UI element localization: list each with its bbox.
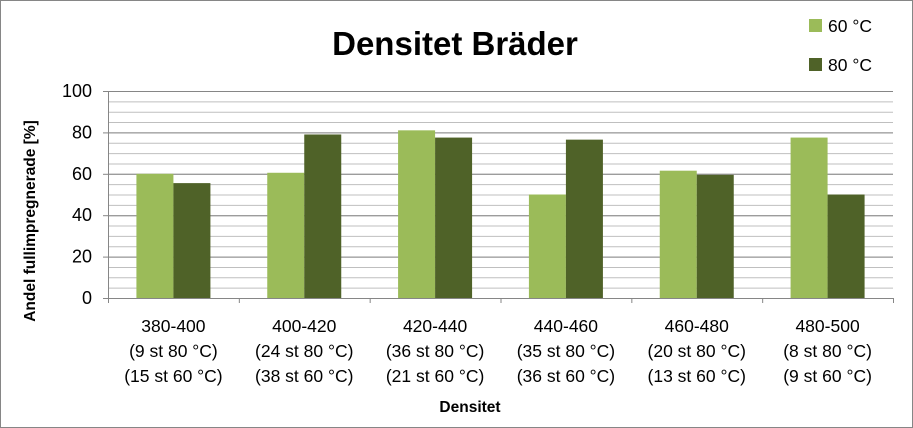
y-tick-label: 20 [72, 247, 92, 267]
x-category-label: (36 st 80 °C) [386, 341, 484, 361]
x-category-label: (38 st 60 °C) [255, 366, 353, 386]
x-category-label: 440-460 [534, 316, 598, 336]
x-axis-title: Densitet [439, 399, 500, 416]
y-tick-label: 0 [82, 288, 92, 308]
chart-title: Densitet Bräder [332, 25, 578, 62]
bar-60c-3 [398, 130, 436, 298]
gridlines [108, 91, 893, 299]
y-tick-labels: 0 20 40 60 80 100 [62, 81, 92, 308]
legend-label-80c: 80 °C [828, 55, 872, 75]
bar-60c-6 [790, 137, 828, 298]
bar-60c-2 [267, 172, 305, 298]
bar-80c-5 [696, 174, 734, 298]
x-category-label: 380-400 [141, 316, 205, 336]
x-category-label: (36 st 60 °C) [517, 366, 615, 386]
bar-80c-6 [827, 194, 865, 298]
bar-60c-1 [136, 173, 174, 298]
bars [136, 130, 865, 298]
x-category-label: (13 st 60 °C) [648, 366, 746, 386]
y-axis-title: Andel fullimpregnerade [%] [22, 120, 39, 322]
x-category-label: 480-500 [795, 316, 859, 336]
bar-80c-3 [435, 137, 473, 298]
x-category-label: (35 st 80 °C) [517, 341, 615, 361]
x-category-label: (9 st 80 °C) [129, 341, 218, 361]
bar-60c-5 [659, 170, 697, 298]
x-category-label: (8 st 80 °C) [783, 341, 872, 361]
x-category-label: (24 st 80 °C) [255, 341, 353, 361]
x-category-labels: 380-400 (9 st 80 °C) (15 st 60 °C) 400-420 (… [124, 316, 872, 386]
legend: 60 °C 80 °C [809, 16, 872, 75]
x-category-label: 400-420 [272, 316, 336, 336]
x-category-label: (9 st 60 °C) [783, 366, 872, 386]
y-tick-label: 80 [72, 122, 92, 142]
x-category-label: (20 st 80 °C) [648, 341, 746, 361]
x-category-label: (21 st 60 °C) [386, 366, 484, 386]
y-tick-label: 100 [62, 81, 92, 101]
y-tick-label: 60 [72, 164, 92, 184]
legend-swatch-80c [809, 58, 822, 71]
bar-60c-4 [528, 194, 566, 298]
x-category-label: 460-480 [665, 316, 729, 336]
x-category-label: (15 st 60 °C) [124, 366, 222, 386]
x-category-label: 420-440 [403, 316, 467, 336]
bar-80c-2 [304, 134, 342, 298]
y-tick-label: 40 [72, 205, 92, 225]
legend-swatch-60c [809, 19, 822, 32]
legend-label-60c: 60 °C [828, 16, 872, 36]
bar-80c-4 [565, 139, 603, 298]
bar-80c-1 [173, 183, 211, 298]
axes [103, 91, 894, 303]
